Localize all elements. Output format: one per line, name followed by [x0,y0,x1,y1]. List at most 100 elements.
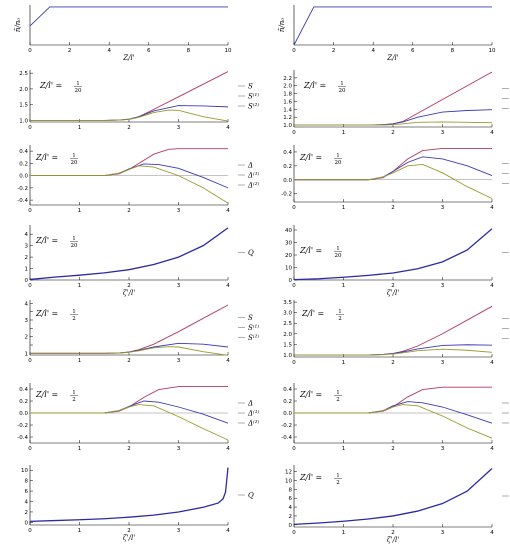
x-axis-label: ζ'/l' [123,534,135,542]
annotation-denominator: 20 [335,253,342,259]
x-axis-label: Z/l' [122,54,134,62]
x-tick-label: 8 [451,48,455,54]
x-axis-label: ζ'/l' [387,289,399,297]
x-tick-label: 4 [490,283,494,289]
y-tick-label: 4 [25,500,29,506]
axes [29,465,228,526]
legend-entry: Q [248,249,254,257]
x-axis-label: ζ'/l' [123,289,135,297]
series-line-1 [30,105,229,121]
series-line-0 [30,304,229,354]
x-tick-label: 2 [127,446,131,452]
y-tick-label: 2.0 [283,332,292,338]
y-tick-label: 4 [25,232,29,238]
series-line-0 [293,228,493,281]
panel-b1: 0 2 4 6 8 10 Z/l' ñ/n₀ [278,5,496,62]
annotation-denominator: 20 [71,243,78,249]
series-line-2 [294,348,493,356]
y-tick-label: 0.2 [19,161,28,167]
x-tick-label: 0 [28,446,32,452]
x-tick-label: 4 [226,125,230,131]
series-line-2 [30,165,229,204]
panel-b7: 01234024681012QZ/l' =12ζ'/l' [285,465,509,544]
y-tick-label: -0.2 [17,186,28,192]
x-tick-label: 2 [391,360,395,366]
y-tick-label: 2.0 [283,84,292,90]
x-tick-label: 8 [187,48,191,54]
x-tick-label: 4 [490,446,494,452]
y-tick-label: 0.2 [19,399,28,405]
annotation-denominator: 2 [72,316,76,322]
x-tick-label: 4 [226,283,230,289]
legend-entry: S [248,83,253,91]
x-tick-label: 3 [177,208,181,214]
x-tick-label: 3 [441,130,445,136]
annotation-denominator: 20 [71,160,78,166]
annotation-numerator: 1 [76,81,80,87]
y-tick-label: 0.2 [283,399,292,405]
x-tick-label: 3 [441,205,445,211]
y-tick-label: 3 [25,244,29,250]
x-tick-label: 0 [28,283,32,289]
x-tick-label: 3 [441,360,445,366]
y-tick-label: 2.0 [19,87,28,93]
x-tick-label: 3 [441,446,445,452]
series-line-1 [30,400,229,424]
series-line-2 [30,404,229,441]
y-axis-label: ñ/n₀ [14,18,22,32]
axes [293,145,492,203]
x-tick-label: 3 [177,125,181,131]
y-tick-label: 3.5 [283,300,292,306]
y-tick-label: 10 [21,468,28,474]
y-tick-label: 2.2 [283,76,292,82]
annotation-label: Z/l' = [39,81,62,90]
y-tick-label: 0.0 [19,411,28,417]
annotation-label: Z/l' = [299,390,322,399]
y-tick-label: 2 [25,510,29,516]
x-tick-label: 0 [28,125,32,131]
annotation-label: Z/l' = [35,309,58,318]
x-tick-label: 4 [490,205,494,211]
y-tick-label: 1.5 [283,342,292,348]
annotation-denominator: 2 [336,480,340,486]
y-tick-label: 0.4 [283,387,292,393]
y-tick-label: -0.4 [281,435,292,441]
x-tick-label: 4 [226,358,230,364]
annotation-numerator: 1 [338,309,342,315]
y-tick-label: 0 [25,520,29,526]
x-tick-label: 4 [490,530,494,536]
x-tick-label: 3 [441,530,445,536]
x-tick-label: 4 [226,446,230,452]
panel-a2: 0 1 2 3 41.01.52.02.5SS⁽¹⁾S⁽²⁾Z/l' = 120 [19,70,259,131]
y-tick-label: 2 [25,255,29,261]
x-tick-label: 2 [391,446,395,452]
x-tick-label: 6 [147,48,151,54]
axes [29,300,228,356]
y-tick-label: 10 [285,479,292,485]
x-tick-label: 3 [177,528,181,534]
x-tick-label: 1 [78,528,82,534]
legend-entry: Δ⁽¹⁾ [247,171,260,180]
x-tick-label: 0 [292,283,296,289]
x-tick-label: 2 [68,48,72,54]
x-tick-label: 0 [292,48,296,54]
annotation-label: Z/l' = [303,81,326,90]
series-line-1 [30,342,229,354]
y-tick-label: 6 [25,489,29,495]
y-tick-label: 10 [285,266,292,272]
x-axis-label: ζ'/l' [387,536,399,544]
series-line-0 [294,386,492,414]
axes [29,5,228,46]
series-line-2 [30,346,229,356]
series-line-0 [29,6,228,27]
y-tick-label: 40 [285,228,292,234]
annotation-numerator: 1 [72,309,76,315]
legend-entry: Δ⁽¹⁾ [247,409,260,418]
annotation-label: Z/l' = [301,309,324,318]
annotation-denominator: 20 [75,88,82,94]
y-tick-label: 1.0 [283,123,292,129]
legend-entry: S⁽¹⁾ [248,92,259,101]
